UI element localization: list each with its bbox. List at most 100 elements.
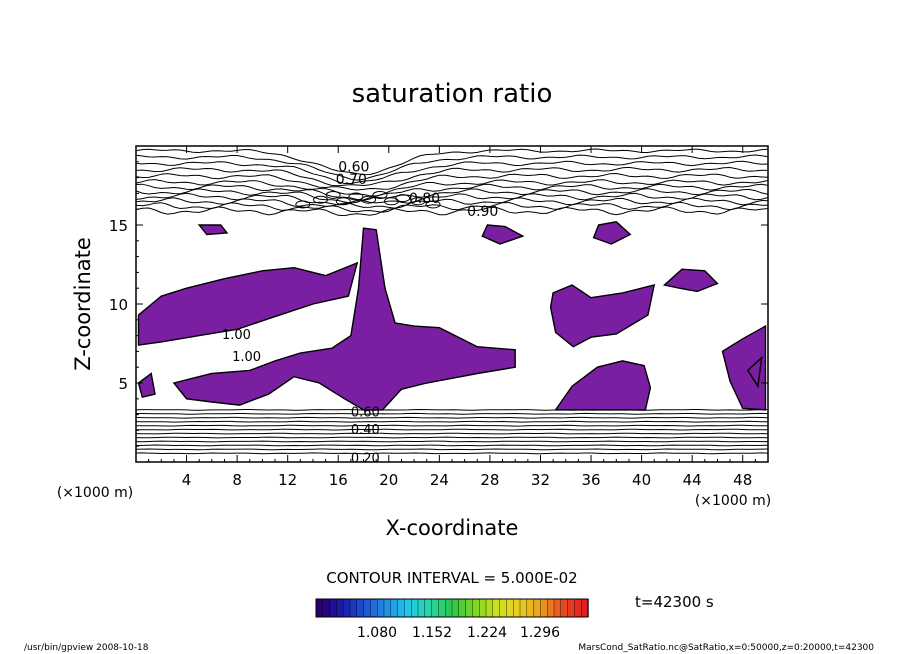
- colorbar-segment-27: [492, 598, 501, 618]
- contour-upper-11: [135, 201, 769, 213]
- region-7: [662, 268, 719, 293]
- colorbar-segment-20: [445, 598, 453, 618]
- contour-upper-4: [135, 166, 769, 187]
- colorbar: [315, 598, 589, 618]
- contour-labels: 0.600.700.800.901.001.000.600.400.20: [222, 160, 498, 467]
- y-tick-label-3: 15: [109, 217, 128, 235]
- contour-interval-text: CONTOUR INTERVAL = 5.000E-02: [326, 569, 577, 587]
- contour-label-upper-1: 0.60: [338, 160, 369, 176]
- supersaturated-regions: [137, 221, 767, 411]
- colorbar-segment-14: [404, 598, 412, 618]
- colorbar-frame: [315, 598, 589, 618]
- colorbar-segment-38: [567, 598, 576, 618]
- y-tick-label-2: 10: [109, 296, 128, 314]
- colorbar-segment-9: [370, 598, 378, 618]
- footer-right: MarsCond_SatRatio.nc@SatRatio,x=0:50000,…: [578, 643, 874, 653]
- x-tick-label-7: 28: [480, 471, 499, 489]
- colorbar-segment-13: [397, 598, 406, 618]
- colorbar-segment-10: [377, 598, 385, 618]
- colorbar-segment-29: [506, 598, 514, 618]
- contour-lower-6: [136, 428, 768, 431]
- region-10: [197, 224, 229, 236]
- contour-lower-9: [135, 440, 769, 443]
- region-11: [137, 372, 156, 399]
- region-9: [592, 221, 632, 245]
- x-tick-label-5: 20: [379, 471, 398, 489]
- contour-upper-3: [135, 160, 769, 184]
- x-axis-label: X-coordinate: [386, 516, 519, 540]
- contour-loop-9: [395, 194, 411, 203]
- region-6: [746, 355, 763, 389]
- colorbar-segment-16: [417, 598, 426, 618]
- region-8: [481, 224, 525, 245]
- colorbar-segment-34: [540, 598, 548, 618]
- colorbar-segment-40: [581, 598, 589, 618]
- colorbar-segment-33: [533, 598, 542, 618]
- contour-lower-7: [135, 432, 769, 435]
- colorbar-segment-32: [526, 598, 535, 618]
- contour-label-middle-2: 1.00: [232, 350, 261, 365]
- x-tick-label-3: 12: [278, 471, 297, 489]
- contour-loop-1: [295, 200, 311, 209]
- region-4: [554, 360, 652, 411]
- contour-upper-8: [135, 188, 769, 204]
- x-tick-label-10: 40: [632, 471, 651, 489]
- colorbar-segment-35: [547, 598, 555, 618]
- plot-area: 0.600.700.800.901.001.000.600.400.20: [135, 145, 769, 467]
- y-axis-units: (×1000 m): [57, 485, 133, 501]
- x-tick-label-8: 32: [531, 471, 550, 489]
- colorbar-tick-label-3: 1.224: [467, 625, 507, 641]
- colorbar-segment-25: [479, 598, 487, 618]
- colorbar-segment-21: [451, 598, 460, 618]
- contour-loop-4: [335, 197, 351, 206]
- contour-loop-2: [313, 195, 329, 204]
- colorbar-segment-26: [485, 598, 494, 618]
- colorbar-segment-3: [329, 598, 338, 618]
- colorbar-segment-37: [560, 598, 569, 618]
- x-tick-label-11: 44: [683, 471, 702, 489]
- contour-lower-1: [135, 408, 769, 411]
- colorbar-segment-36: [553, 598, 562, 618]
- y-axis-ticks: 5 10 15: [109, 161, 768, 447]
- colorbar-tick-label-4: 1.296: [520, 625, 560, 641]
- colorbar-segment-6: [349, 598, 358, 618]
- colorbar-segment-23: [465, 598, 474, 618]
- x-tick-label-4: 16: [329, 471, 348, 489]
- footer-left: /usr/bin/gpview 2008-10-18: [24, 643, 149, 653]
- colorbar-segment-15: [411, 598, 419, 618]
- colorbar-segment-2: [322, 598, 331, 618]
- x-tick-label-2: 8: [232, 471, 242, 489]
- contour-lower-8: [135, 436, 769, 439]
- contour-loop-10: [410, 197, 426, 206]
- colorbar-segment-18: [431, 598, 440, 618]
- colorbar-segment-7: [356, 598, 365, 618]
- contour-upper-1: [135, 148, 769, 176]
- y-tick-label-1: 5: [118, 375, 128, 393]
- contour-lower-12: [135, 452, 769, 455]
- colorbar-segment-22: [458, 598, 467, 618]
- contour-lower-10: [135, 444, 769, 447]
- colorbar-segment-1: [315, 598, 324, 618]
- region-3: [549, 284, 656, 348]
- x-axis-units: (×1000 m): [695, 493, 771, 509]
- contour-label-lower-1: 0.60: [351, 405, 380, 420]
- colorbar-segment-28: [499, 598, 508, 618]
- contour-upper-2: [135, 154, 769, 181]
- time-label: t=42300 s: [635, 593, 714, 611]
- contour-lower-3: [135, 416, 769, 419]
- contour-lower-5: [136, 424, 769, 427]
- contour-lower-2: [136, 412, 769, 415]
- contour-label-lower-2: 0.40: [351, 423, 380, 438]
- contour-lines: [135, 148, 769, 455]
- x-tick-label-9: 36: [581, 471, 600, 489]
- colorbar-ticks: 1.080 1.152 1.224 1.296: [357, 625, 560, 641]
- contour-upper-12: [135, 206, 769, 217]
- colorbar-segment-17: [424, 598, 433, 618]
- contour-loop-6: [361, 195, 377, 204]
- colorbar-segment-4: [336, 598, 344, 618]
- contour-upper-7: [135, 183, 769, 201]
- y-axis-label: Z-coordinate: [71, 237, 95, 371]
- colorbar-segment-31: [519, 598, 528, 618]
- region-1: [137, 261, 359, 346]
- colorbar-tick-label-1: 1.080: [357, 625, 397, 641]
